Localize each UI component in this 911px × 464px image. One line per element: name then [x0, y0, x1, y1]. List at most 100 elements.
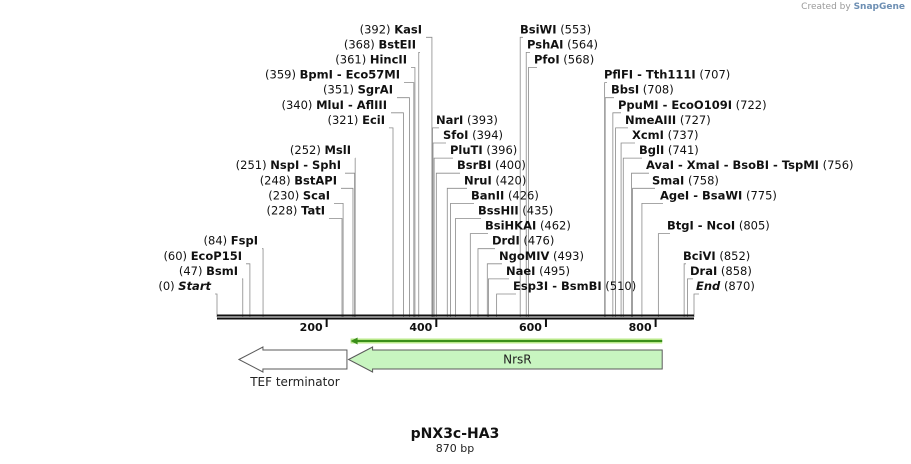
- tef-terminator-feature[interactable]: TEF terminator: [237, 346, 348, 389]
- site-position: (368): [344, 37, 375, 51]
- restriction-site-label[interactable]: (228) TatI: [267, 204, 326, 218]
- site-cut-line: [334, 202, 344, 317]
- restriction-site-label[interactable]: DraI (858): [690, 264, 752, 278]
- restriction-site-label[interactable]: XcmI (737): [632, 128, 699, 142]
- site-position: (852): [719, 249, 750, 263]
- enzyme-name: EcoP15I: [191, 249, 242, 263]
- restriction-site-label[interactable]: (340) MluI - AflIII: [282, 98, 388, 112]
- restriction-site-label[interactable]: NruI (420): [464, 173, 526, 187]
- restriction-site-label[interactable]: (368) BstEII: [344, 37, 416, 51]
- restriction-site-label[interactable]: NarI (393): [436, 113, 498, 127]
- enzyme-name: HincII: [370, 53, 407, 67]
- restriction-site-label[interactable]: (351) SgrAI: [323, 83, 393, 97]
- site-cut-line: [612, 112, 621, 317]
- restriction-site-label[interactable]: (392) KasI: [360, 22, 422, 36]
- restriction-site-label[interactable]: PfoI (568): [534, 53, 594, 67]
- restriction-site-label[interactable]: SmaI (758): [652, 173, 719, 187]
- restriction-site-label[interactable]: (47) BsmI: [179, 264, 238, 278]
- enzyme-name: - SphI: [299, 158, 341, 172]
- snapgene-credit: Created by SnapGene: [801, 2, 905, 12]
- restriction-site-label[interactable]: BsiWI (553): [520, 22, 591, 36]
- restriction-site-label[interactable]: (251) NspI - SphI: [236, 158, 341, 172]
- restriction-site-label[interactable]: (361) HincII: [335, 53, 407, 67]
- enzyme-name: - BsoBI: [720, 158, 769, 172]
- site-position: (248): [260, 173, 291, 187]
- site-position: (495): [539, 264, 570, 278]
- restriction-site-label[interactable]: (230) ScaI: [268, 188, 330, 202]
- restriction-site-label[interactable]: PshAI (564): [527, 37, 598, 51]
- enzyme-name: AvaI: [646, 158, 674, 172]
- enzyme-name: TatI: [301, 204, 325, 218]
- site-cut-line: [683, 263, 686, 317]
- site-cut-line: [622, 157, 642, 317]
- restriction-site-label[interactable]: Esp3I - BsmBI (510): [513, 279, 636, 293]
- enzyme-name: - BsaWI: [689, 188, 742, 202]
- site-position: (553): [560, 22, 591, 36]
- restriction-site-label[interactable]: BssHII (435): [478, 204, 553, 218]
- site-position: (707): [699, 68, 730, 82]
- restriction-site-label[interactable]: AvaI - XmaI - BsoBI - TspMI (756): [646, 158, 854, 172]
- restriction-site-label[interactable]: BciVI (852): [683, 249, 750, 263]
- restriction-site-label[interactable]: BsrBI (400): [457, 158, 526, 172]
- site-position: (727): [680, 113, 711, 127]
- restriction-site-label[interactable]: End (870): [696, 279, 755, 293]
- orf-arrow[interactable]: [350, 337, 663, 345]
- nrsr-feature[interactable]: NrsR: [347, 346, 663, 373]
- restriction-site-label[interactable]: (248) BstAPI: [260, 173, 337, 187]
- restriction-site-label[interactable]: (84) FspI: [204, 234, 258, 248]
- site-position: (251): [236, 158, 267, 172]
- enzyme-name: EciI: [362, 113, 385, 127]
- enzyme-name: MslI: [324, 143, 351, 157]
- site-cut-line: [693, 293, 699, 317]
- restriction-site-label[interactable]: BglI (741): [639, 143, 699, 157]
- restriction-site-label[interactable]: SfoI (394): [443, 128, 503, 142]
- restriction-site-label[interactable]: NmeAIII (727): [625, 113, 711, 127]
- restriction-site-label[interactable]: PpuMI - EcoO109I (722): [618, 98, 767, 112]
- site-cut-line: [411, 67, 416, 317]
- restriction-site-label[interactable]: BbsI (708): [611, 83, 674, 97]
- site-cut-line: [389, 127, 394, 317]
- site-position: (228): [267, 204, 298, 218]
- enzyme-name: BanII: [471, 188, 504, 202]
- site-cut-line: [604, 97, 614, 317]
- site-cut-line: [345, 172, 356, 317]
- feature-label: TEF terminator: [249, 375, 339, 389]
- enzyme-name: BsrBI: [457, 158, 491, 172]
- enzyme-name: BsiWI: [520, 22, 557, 36]
- site-cut-line: [446, 187, 467, 317]
- enzyme-name: AgeI: [660, 188, 689, 202]
- restriction-site-label[interactable]: BtgI - NcoI (805): [667, 219, 770, 233]
- site-cut-line: [426, 36, 433, 317]
- enzyme-name: - BsmBI: [548, 279, 601, 293]
- restriction-site-label[interactable]: (60) EcoP15I: [163, 249, 242, 263]
- site-cut-line: [519, 36, 523, 317]
- site-position: (493): [553, 249, 584, 263]
- restriction-site-label[interactable]: DrdI (476): [492, 234, 554, 248]
- site-position: (722): [736, 98, 767, 112]
- enzyme-name: NarI: [436, 113, 463, 127]
- orf-arrowhead: [350, 337, 358, 345]
- enzyme-name: NspI: [270, 158, 299, 172]
- site-cut-line: [657, 233, 670, 317]
- restriction-site-label[interactable]: BsiHKAI (462): [485, 219, 571, 233]
- restriction-site-label[interactable]: (359) BpmI - Eco57MI: [265, 68, 400, 82]
- axis-tick-label: 200: [300, 321, 323, 334]
- restriction-site-label[interactable]: (0) Start: [158, 279, 211, 293]
- plasmid-length: 870 bp: [436, 442, 474, 455]
- restriction-site-label[interactable]: PluTI (396): [450, 143, 517, 157]
- restriction-site-label[interactable]: (252) MslI: [290, 143, 351, 157]
- site-cut-line: [496, 293, 516, 317]
- site-position: (476): [523, 234, 554, 248]
- site-position: (84): [204, 234, 228, 248]
- restriction-site-label[interactable]: NgoMIV (493): [499, 249, 584, 263]
- restriction-site-label[interactable]: PflFI - Tth111I (707): [604, 68, 730, 82]
- site-cut-line: [687, 278, 693, 317]
- restriction-site-label[interactable]: BanII (426): [471, 188, 539, 202]
- enzyme-name: BstEII: [378, 37, 416, 51]
- site-cut-line: [487, 278, 509, 317]
- restriction-site-label[interactable]: NaeI (495): [506, 264, 570, 278]
- restriction-site-label[interactable]: (321) EciI: [328, 113, 386, 127]
- enzyme-name: BsmI: [206, 264, 238, 278]
- restriction-site-label[interactable]: AgeI - BsaWI (775): [660, 188, 777, 202]
- site-position: (741): [668, 143, 699, 157]
